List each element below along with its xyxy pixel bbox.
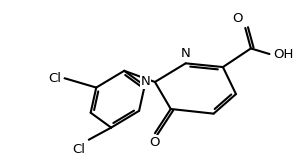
Text: Cl: Cl (48, 72, 61, 85)
Text: OH: OH (273, 48, 294, 61)
Text: N: N (140, 76, 150, 88)
Text: Cl: Cl (72, 143, 85, 156)
Text: N: N (181, 47, 191, 60)
Text: O: O (232, 12, 242, 25)
Text: O: O (150, 136, 160, 149)
